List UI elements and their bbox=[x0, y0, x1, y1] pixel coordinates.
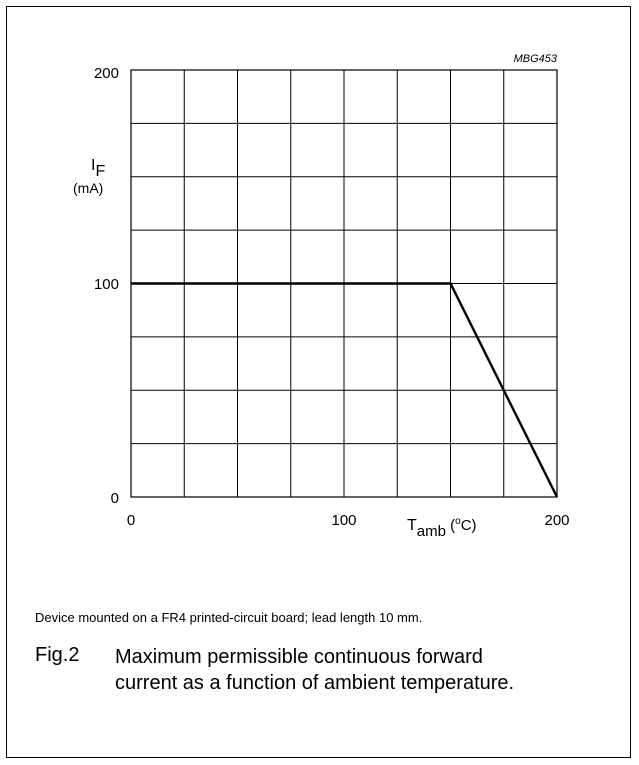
chart-code: MBG453 bbox=[514, 53, 558, 65]
x-tick-0: 0 bbox=[127, 512, 135, 529]
figure-frame: MBG453 200 100 0 0 100 200 IF (mA) Tamb … bbox=[6, 6, 631, 758]
x-axis-label: Tamb (oC) bbox=[407, 516, 477, 540]
y-tick-100: 100 bbox=[94, 276, 119, 293]
figure-number: Fig.2 bbox=[35, 644, 80, 666]
y-axis-unit: (mA) bbox=[73, 180, 103, 196]
figure-caption-line-1: Maximum permissible continuous forward bbox=[115, 646, 483, 668]
y-axis-label: IF bbox=[91, 157, 105, 180]
series-line-derating bbox=[131, 282, 559, 498]
figure-caption: Maximum permissible continuous forward c… bbox=[115, 644, 615, 696]
derating-chart: MBG453 200 100 0 0 100 200 IF (mA) Tamb … bbox=[73, 53, 570, 540]
figure-caption-line-2: current as a function of ambient tempera… bbox=[115, 672, 515, 694]
y-tick-200: 200 bbox=[94, 65, 119, 82]
x-tick-100: 100 bbox=[331, 512, 356, 529]
x-tick-200: 200 bbox=[544, 512, 569, 529]
y-tick-0: 0 bbox=[111, 490, 119, 507]
mounting-note: Device mounted on a FR4 printed-circuit … bbox=[35, 610, 423, 625]
